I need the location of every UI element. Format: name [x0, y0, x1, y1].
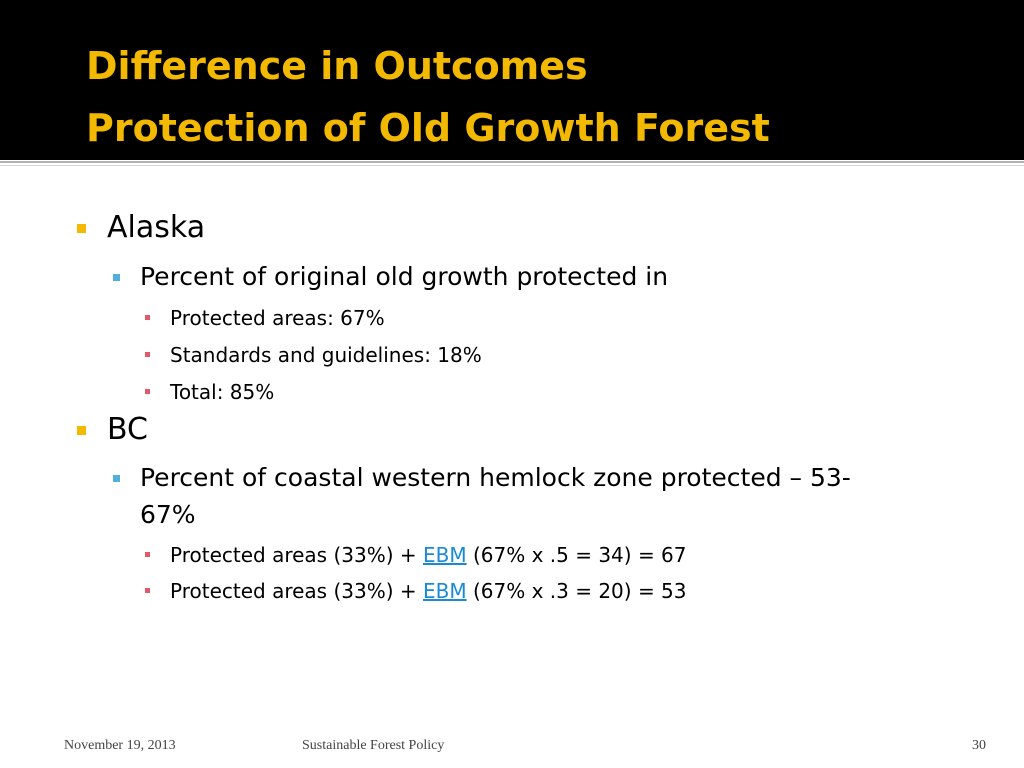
bullet-bc-sub-continued: 67% [140, 500, 196, 529]
bullet-bc-sub-line1: Percent of coastal western hemlock zone … [140, 463, 851, 492]
list-item: Protected areas (33%) + EBM (67% x .3 = … [145, 579, 687, 603]
square-bullet-icon [145, 315, 150, 320]
square-bullet-icon [145, 389, 150, 394]
list-item: Total: 85% [145, 380, 275, 404]
list-item-text: Protected areas: 67% [170, 306, 385, 330]
title-bar: Difference in Outcomes Protection of Old… [0, 0, 1024, 160]
bullet-bc: BC [77, 412, 149, 447]
square-bullet-icon [77, 426, 86, 435]
square-bullet-icon [113, 274, 120, 281]
bullet-alaska-sub: Percent of original old growth protected… [113, 262, 669, 291]
slide-number: 30 [972, 738, 986, 753]
ebm-link[interactable]: EBM [422, 543, 467, 567]
footer-date: November 19, 2013 [64, 738, 176, 753]
footer-title: Sustainable Forest Policy [302, 738, 445, 753]
bullet-bc-label: BC [107, 412, 149, 447]
bullet-alaska: Alaska [77, 210, 206, 245]
list-item-text-after: (67% x .5 = 34) = 67 [466, 543, 687, 567]
ebm-link[interactable]: EBM [422, 579, 467, 603]
bullet-alaska-sub-label: Percent of original old growth protected… [140, 262, 669, 291]
bullet-bc-sub-line2: 67% [140, 500, 196, 529]
square-bullet-icon [77, 224, 86, 233]
square-bullet-icon [113, 475, 120, 482]
list-item: Standards and guidelines: 18% [145, 343, 482, 367]
title-line-2: Protection of Old Growth Forest [86, 106, 770, 150]
square-bullet-icon [145, 552, 150, 557]
list-item-text-after: (67% x .3 = 20) = 53 [466, 579, 687, 603]
title-divider [0, 161, 1024, 163]
list-item-text: Standards and guidelines: 18% [170, 343, 482, 367]
list-item-text-before: Protected areas (33%) + [170, 579, 423, 603]
list-item-text: Total: 85% [170, 380, 275, 404]
square-bullet-icon [145, 352, 150, 357]
bullet-alaska-label: Alaska [107, 210, 206, 245]
bullet-bc-sub: Percent of coastal western hemlock zone … [113, 463, 851, 492]
list-item-text-before: Protected areas (33%) + [170, 543, 423, 567]
list-item: Protected areas: 67% [145, 306, 385, 330]
square-bullet-icon [145, 588, 150, 593]
title-line-1: Difference in Outcomes [86, 44, 588, 88]
list-item: Protected areas (33%) + EBM (67% x .5 = … [145, 543, 687, 567]
title-divider-thin [0, 165, 1024, 166]
